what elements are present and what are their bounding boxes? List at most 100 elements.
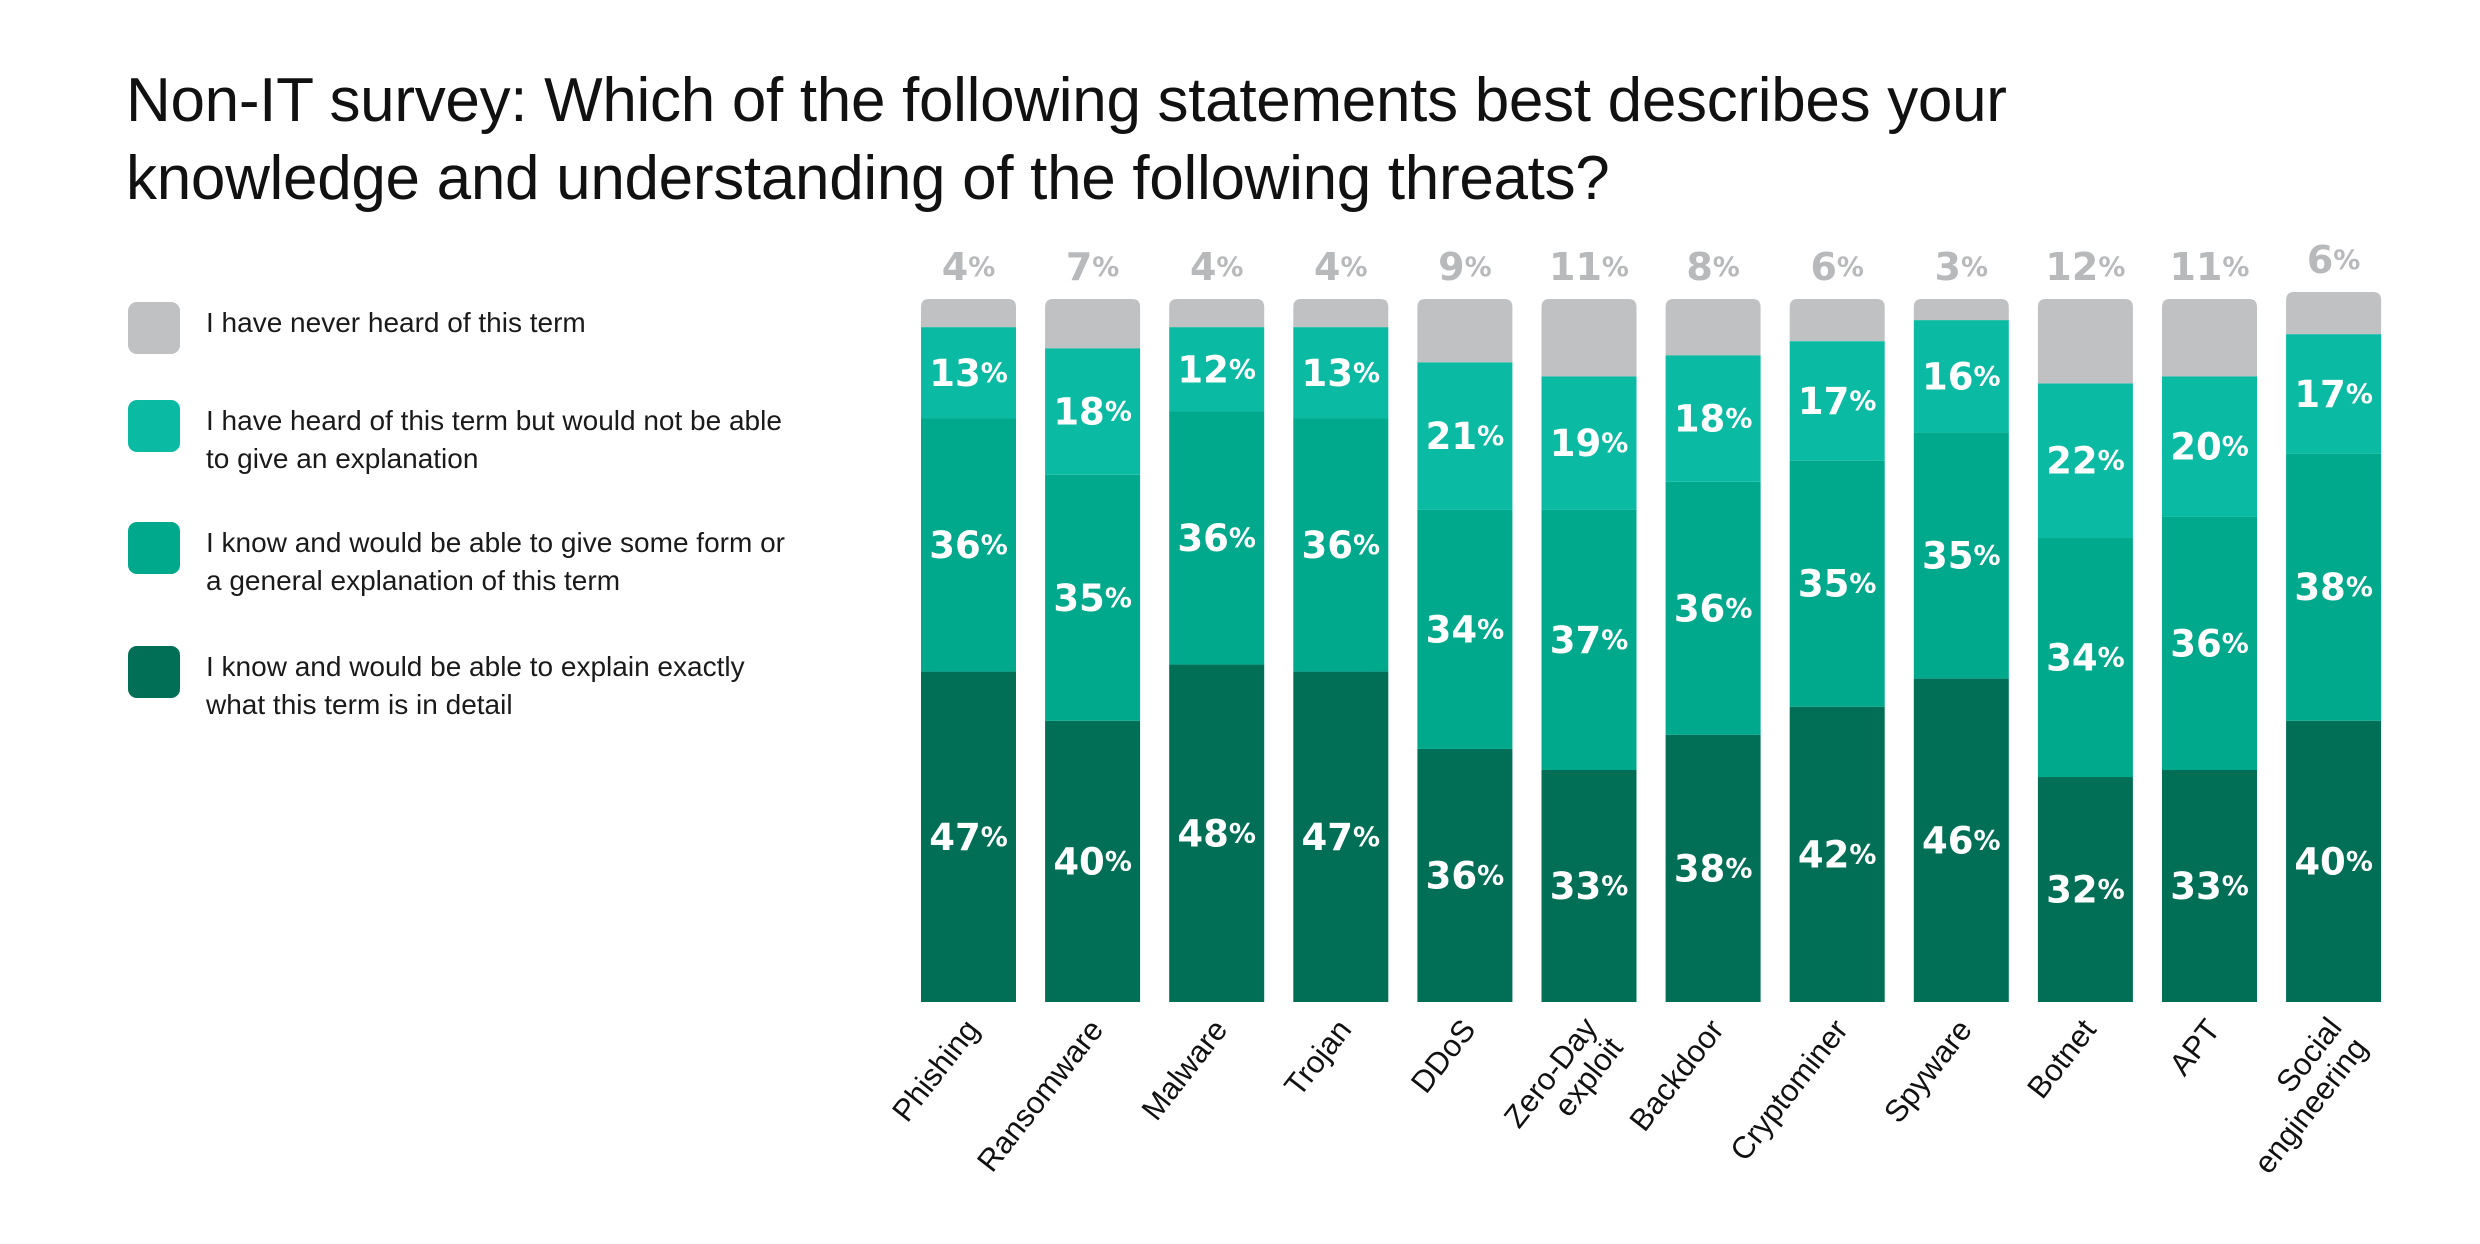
top-value-label-zero-day-exploit: 11% [1549,245,1629,289]
bar-segment-botnet-detail [2037,777,2133,1002]
bar-segment-cryptominer-detail [1789,706,1885,1002]
x-tick-label-ddos: DDoS [1404,1013,1482,1100]
bar-segment-malware-general [1169,411,1265,665]
segment-value-label-trojan-general: 36% [1302,524,1381,567]
bar-segment-malware-heard [1169,327,1265,412]
bar-group-zero-day-exploit: 33% 37% 19% 11% [1541,245,1637,1002]
segment-value-label-backdoor-detail: 38% [1674,847,1753,890]
bar-group-ransomware: 40% 35% 18% 7% [1045,245,1141,1002]
x-tick-label-spyware: Spyware [1877,1013,1979,1130]
bar-segment-malware-never-heard [1169,299,1265,328]
segment-value-label-trojan-heard: 13% [1302,351,1381,394]
bar-group-backdoor: 38% 36% 18% 8% [1665,245,1761,1002]
legend-label-detail: I know and would be able to explain exac… [206,651,745,720]
bar-segment-trojan-general [1293,418,1389,672]
bar-segment-phishing-general [921,418,1016,672]
segment-value-label-spyware-detail: 46% [1922,819,2001,862]
bar-segment-trojan-heard [1293,327,1389,419]
x-tick-label-social-engineering: Socialengineering [2221,1011,2374,1180]
x-tick-label-trojan: Trojan [1277,1013,1358,1103]
segment-value-label-ddos-general: 34% [1426,608,1505,651]
bar-segment-social-engineering-general [2286,453,2382,721]
x-tick-label-apt: APT [2162,1013,2227,1082]
bar-segment-social-engineering-detail [2286,720,2382,1002]
top-value-label-apt: 11% [2170,245,2250,289]
segment-value-label-ransomware-detail: 40% [1053,840,1132,883]
segment-value-label-botnet-detail: 32% [2046,868,2125,911]
top-value-label-spyware: 3% [1935,245,1989,289]
segment-value-label-malware-detail: 48% [1177,812,1256,855]
legend-label-never-heard: I have never heard of this term [206,307,586,338]
bar-group-botnet: 32% 34% 22% 12% [2037,245,2133,1002]
bar-segment-ransomware-detail [1045,720,1141,1002]
chart-title: Non-IT survey: Which of the following st… [126,62,2326,218]
top-value-label-trojan: 4% [1314,245,1368,289]
top-value-label-cryptominer: 6% [1810,245,1864,289]
bar-segment-trojan-never-heard [1293,299,1389,328]
bar-segment-cryptominer-never-heard [1789,299,1885,342]
x-tick-label-zero-day-exploit: Zero-Dayexploit [1497,1010,1630,1154]
bar-group-spyware: 46% 35% 16% 3% [1913,245,2009,1002]
legend-swatch-general [128,522,180,574]
bar-segment-spyware-never-heard [1913,299,2009,321]
bar-segment-phishing-never-heard [921,299,1016,328]
bar-segment-apt-never-heard [2162,299,2257,377]
bar-segment-ransomware-never-heard [1045,299,1141,349]
bar-segment-spyware-general [1913,432,2009,679]
x-tick-label-phishing: Phishing [885,1013,986,1128]
chart-title-line-1: Non-IT survey: Which of the following st… [126,66,2007,135]
bar-segment-zero-day-exploit-heard [1541,376,1637,510]
bar-segment-cryptominer-general [1789,460,1885,707]
bar-segment-ddos-heard [1417,362,1513,510]
bar-group-trojan: 47% 36% 13% 4% [1293,245,1389,1002]
top-value-label-phishing: 4% [942,245,996,289]
segment-value-label-zero-day-exploit-detail: 33% [1550,865,1629,908]
bar-segment-trojan-detail [1293,671,1389,1002]
segment-value-label-ransomware-heard: 18% [1053,390,1132,433]
legend-swatch-detail [128,646,180,698]
segment-value-label-phishing-heard: 13% [929,351,1008,394]
top-value-label-ransomware: 7% [1066,245,1120,289]
bar-segment-backdoor-general [1665,481,1761,735]
x-tick-label-cryptominer: Cryptominer [1723,1013,1855,1168]
bar-segment-backdoor-detail [1665,734,1761,1002]
bar-segment-ransomware-heard [1045,348,1141,475]
bar-group-phishing: 47% 36% 13% 4% [921,245,1016,1002]
segment-value-label-ddos-detail: 36% [1426,854,1505,897]
legend-swatch-never-heard [128,302,180,354]
chart-title-line-2: knowledge and understanding of the follo… [126,144,1610,213]
bar-group-social-engineering: 40% 38% 17% 6% [2286,238,2382,1002]
top-value-label-social-engineering: 6% [2307,238,2361,282]
bar-segment-spyware-detail [1913,678,2009,1002]
segment-value-label-apt-detail: 33% [2170,865,2249,908]
bar-segment-malware-detail [1169,664,1265,1002]
segment-value-label-apt-heard: 20% [2170,425,2249,468]
legend-label-general: I know and would be able to give some fo… [206,527,785,596]
x-tick-label-ransomware: Ransomware [970,1013,1110,1178]
segment-value-label-social-engineering-general: 38% [2294,566,2373,609]
top-value-label-botnet: 12% [2045,245,2125,289]
bar-segment-ddos-general [1417,509,1513,749]
top-value-label-ddos: 9% [1438,245,1492,289]
bar-group-apt: 33% 36% 20% 11% [2162,245,2257,1002]
segment-value-label-zero-day-exploit-general: 37% [1550,618,1629,661]
bar-segment-apt-heard [2162,376,2257,517]
bar-segment-apt-detail [2162,770,2257,1002]
segment-value-label-malware-heard: 12% [1177,348,1256,391]
segment-value-label-cryptominer-heard: 17% [1798,379,1877,422]
bar-segment-botnet-never-heard [2037,299,2133,384]
segment-value-label-ddos-heard: 21% [1426,415,1505,458]
segment-value-label-botnet-general: 34% [2046,636,2125,679]
x-tick-label-backdoor: Backdoor [1622,1013,1730,1138]
segment-value-label-cryptominer-general: 35% [1798,562,1877,605]
segment-value-label-cryptominer-detail: 42% [1798,833,1877,876]
bar-segment-ransomware-general [1045,474,1141,721]
bar-segment-botnet-heard [2037,383,2133,539]
legend-label-heard: I have heard of this term but would not … [206,405,782,474]
bar-segment-phishing-heard [921,327,1016,419]
bar-segment-social-engineering-heard [2286,334,2382,454]
segment-value-label-botnet-heard: 22% [2046,439,2125,482]
bar-segment-cryptominer-heard [1789,341,1885,461]
x-tick-label-botnet: Botnet [2020,1012,2103,1104]
legend-swatch-heard [128,400,180,452]
